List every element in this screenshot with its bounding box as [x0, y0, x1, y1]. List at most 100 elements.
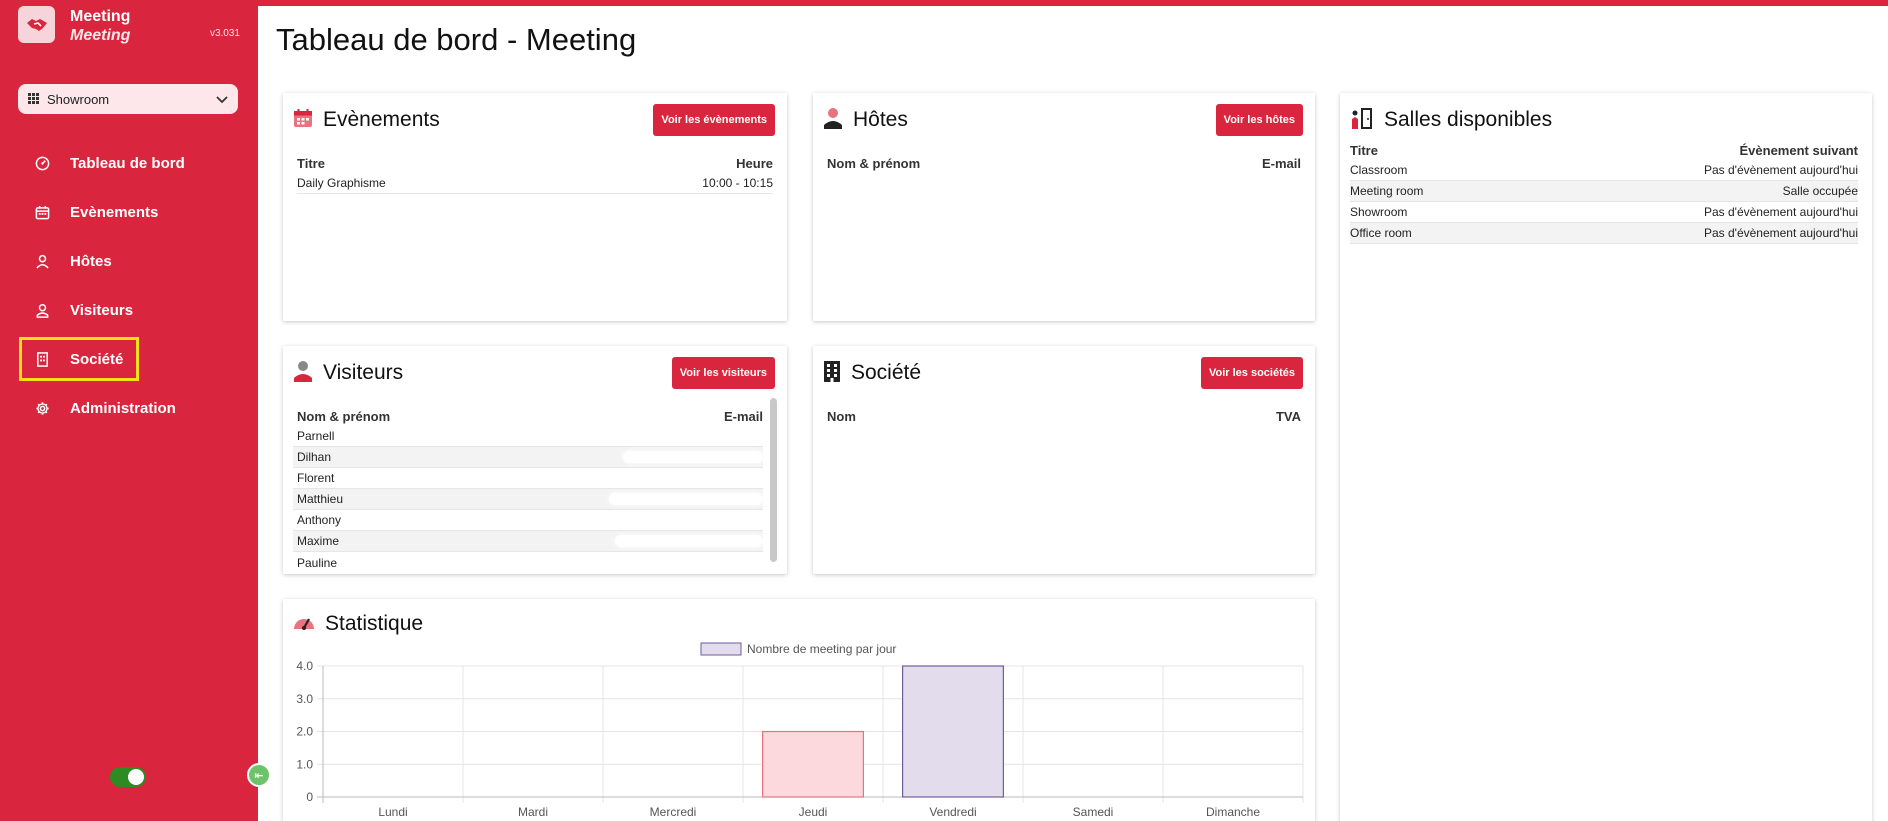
y-tick-label: 0	[306, 790, 313, 804]
building-icon	[823, 360, 841, 387]
collapse-sidebar-icon[interactable]: ⇤	[247, 763, 271, 787]
event-time: 10:00 - 10:15	[702, 176, 773, 190]
x-tick-label: Mercredi	[650, 805, 697, 819]
column-header-vat: TVA	[1275, 408, 1301, 424]
site-select-value: Showroom	[47, 91, 110, 107]
room-name: Classroom	[1350, 163, 1408, 177]
host-icon	[34, 253, 50, 269]
table-row[interactable]: Office room Pas d'évènement aujourd'hui	[1350, 223, 1858, 244]
table-row[interactable]: Classroom Pas d'évènement aujourd'hui	[1350, 160, 1858, 181]
view-visitors-button[interactable]: Voir les visiteurs	[671, 357, 775, 389]
hosts-title: Hôtes	[853, 108, 908, 131]
room-next-event: Pas d'évènement aujourd'hui	[1703, 226, 1858, 240]
statistics-card: Statistique Nombre de meeting par jour 4…	[283, 599, 1315, 821]
sidebar-item-company[interactable]: Société	[19, 337, 139, 381]
meetings-bar-chart: Nombre de meeting par jour 4.0 3.0 2.0 1.0 0…	[296, 642, 1304, 819]
x-tick-label: Samedi	[1073, 805, 1114, 819]
column-header-email: E-mail	[723, 408, 763, 424]
table-row[interactable]: Maxime	[293, 531, 763, 552]
y-tick-label: 4.0	[296, 659, 313, 673]
sidebar-item-visitors[interactable]: Visiteurs	[22, 291, 236, 329]
companies-title: Société	[851, 361, 922, 384]
chevron-down-icon	[216, 92, 228, 107]
sidebar-item-administration[interactable]: Administration	[22, 389, 236, 427]
table-row[interactable]: Showroom Pas d'évènement aujourd'hui	[1350, 202, 1858, 223]
sidebar: Meeting Meeting v3.031 Showroom Tableau …	[0, 0, 258, 821]
view-companies-button[interactable]: Voir les sociétés	[1200, 357, 1303, 389]
table-row[interactable]: Meeting room Salle occupée	[1350, 181, 1858, 202]
visitor-name: Matthieu	[297, 492, 344, 506]
view-hosts-button[interactable]: Voir les hôtes	[1215, 104, 1303, 136]
sidebar-item-label: Société	[70, 350, 124, 368]
sidebar-item-label: Evènements	[70, 203, 159, 221]
site-select[interactable]: Showroom	[18, 84, 238, 114]
visitor-name: Anthony	[297, 513, 342, 527]
room-status-occupied: Salle occupée	[1782, 184, 1858, 198]
companies-table: Nom TVA	[827, 406, 1301, 426]
brand[interactable]: Meeting Meeting v3.031	[18, 6, 240, 46]
bar-vendredi	[901, 665, 1004, 798]
column-header-title: Titre	[297, 155, 325, 171]
visitor-name: Florent	[297, 471, 335, 485]
visitor-name: Dilhan	[297, 450, 332, 464]
sidebar-item-events[interactable]: Evènements	[22, 193, 236, 231]
rooms-title: Salles disponibles	[1384, 108, 1553, 131]
statistics-title: Statistique	[325, 612, 424, 635]
hosts-card: Hôtes Voir les hôtes Nom & prénom E-mail	[813, 93, 1315, 321]
theme-toggle[interactable]	[110, 767, 146, 787]
room-name: Meeting room	[1350, 184, 1424, 198]
table-row[interactable]: Pauline	[293, 552, 763, 573]
legend-swatch	[700, 642, 742, 656]
top-bar	[258, 0, 1888, 6]
brand-name: Meeting	[70, 8, 131, 25]
gear-icon	[34, 400, 50, 416]
handshake-logo-icon	[18, 6, 55, 43]
room-next-event: Pas d'évènement aujourd'hui	[1703, 163, 1858, 177]
visitors-scrollbar[interactable]	[770, 398, 777, 562]
column-header-next-event: Évènement suivant	[1739, 142, 1859, 158]
rooms-card: Salles disponibles Titre Évènement suiva…	[1340, 93, 1872, 821]
chart-legend: Nombre de meeting par jour	[700, 642, 896, 656]
calendar-icon	[293, 108, 313, 133]
x-tick-label: Dimanche	[1206, 805, 1260, 819]
room-next-event: Pas d'évènement aujourd'hui	[1703, 205, 1858, 219]
column-header-email: E-mail	[1261, 155, 1301, 171]
y-tick-label: 3.0	[296, 692, 313, 706]
grid-icon	[28, 92, 39, 107]
redacted-email	[609, 493, 763, 505]
table-row[interactable]: Florent	[293, 468, 763, 489]
column-header-time: Heure	[736, 155, 773, 171]
sidebar-item-label: Hôtes	[70, 252, 112, 270]
x-tick-label: Vendredi	[929, 805, 976, 819]
table-row[interactable]: Dilhan	[293, 447, 763, 468]
user-icon	[293, 360, 313, 387]
version-label: v3.031	[209, 28, 240, 39]
events-card: Evènements Voir les évènements Titre Heu…	[283, 93, 787, 321]
user-icon	[34, 302, 50, 318]
sidebar-item-hosts[interactable]: Hôtes	[22, 242, 236, 280]
room-name: Showroom	[1350, 205, 1408, 219]
table-row[interactable]: Daily Graphisme 10:00 - 10:15	[297, 173, 773, 194]
events-table: Titre Heure Daily Graphisme 10:00 - 10:1…	[297, 153, 773, 194]
sidebar-item-label: Visiteurs	[70, 301, 134, 319]
table-row[interactable]: Matthieu	[293, 489, 763, 510]
redacted-email	[615, 535, 763, 547]
calendar-icon	[34, 204, 50, 220]
sidebar-item-label: Administration	[70, 399, 176, 417]
x-tick-label: Jeudi	[799, 805, 828, 819]
table-row[interactable]: Parnell	[293, 426, 763, 447]
sidebar-item-label: Tableau de bord	[70, 154, 185, 172]
toggle-knob	[128, 769, 144, 785]
bar-jeudi	[762, 730, 865, 798]
visitors-title: Visiteurs	[323, 361, 404, 384]
visitors-table: Nom & prénom E-mail Parnell Dilhan Flore…	[293, 406, 763, 573]
host-icon	[823, 107, 843, 134]
column-header-name: Nom & prénom	[297, 408, 391, 424]
sidebar-item-dashboard[interactable]: Tableau de bord	[22, 144, 236, 182]
brand-subtitle: Meeting	[70, 27, 131, 44]
view-events-button[interactable]: Voir les évènements	[653, 104, 775, 136]
table-row[interactable]: Anthony	[293, 510, 763, 531]
column-header-name: Nom & prénom	[827, 155, 921, 171]
hosts-table: Nom & prénom E-mail	[827, 153, 1301, 173]
column-header-name: Nom	[827, 408, 856, 424]
